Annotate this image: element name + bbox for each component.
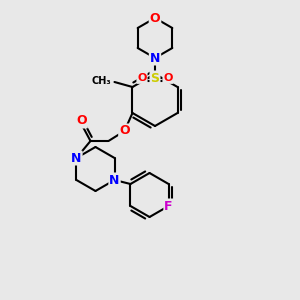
Text: O: O [76,115,87,128]
Text: O: O [137,73,147,83]
Text: N: N [71,152,82,164]
Text: S: S [151,71,160,85]
Text: O: O [150,11,160,25]
Text: N: N [109,173,120,187]
Text: O: O [119,124,130,137]
Text: O: O [163,73,173,83]
Text: N: N [150,52,160,64]
Text: F: F [164,200,173,212]
Text: CH₃: CH₃ [92,76,112,86]
